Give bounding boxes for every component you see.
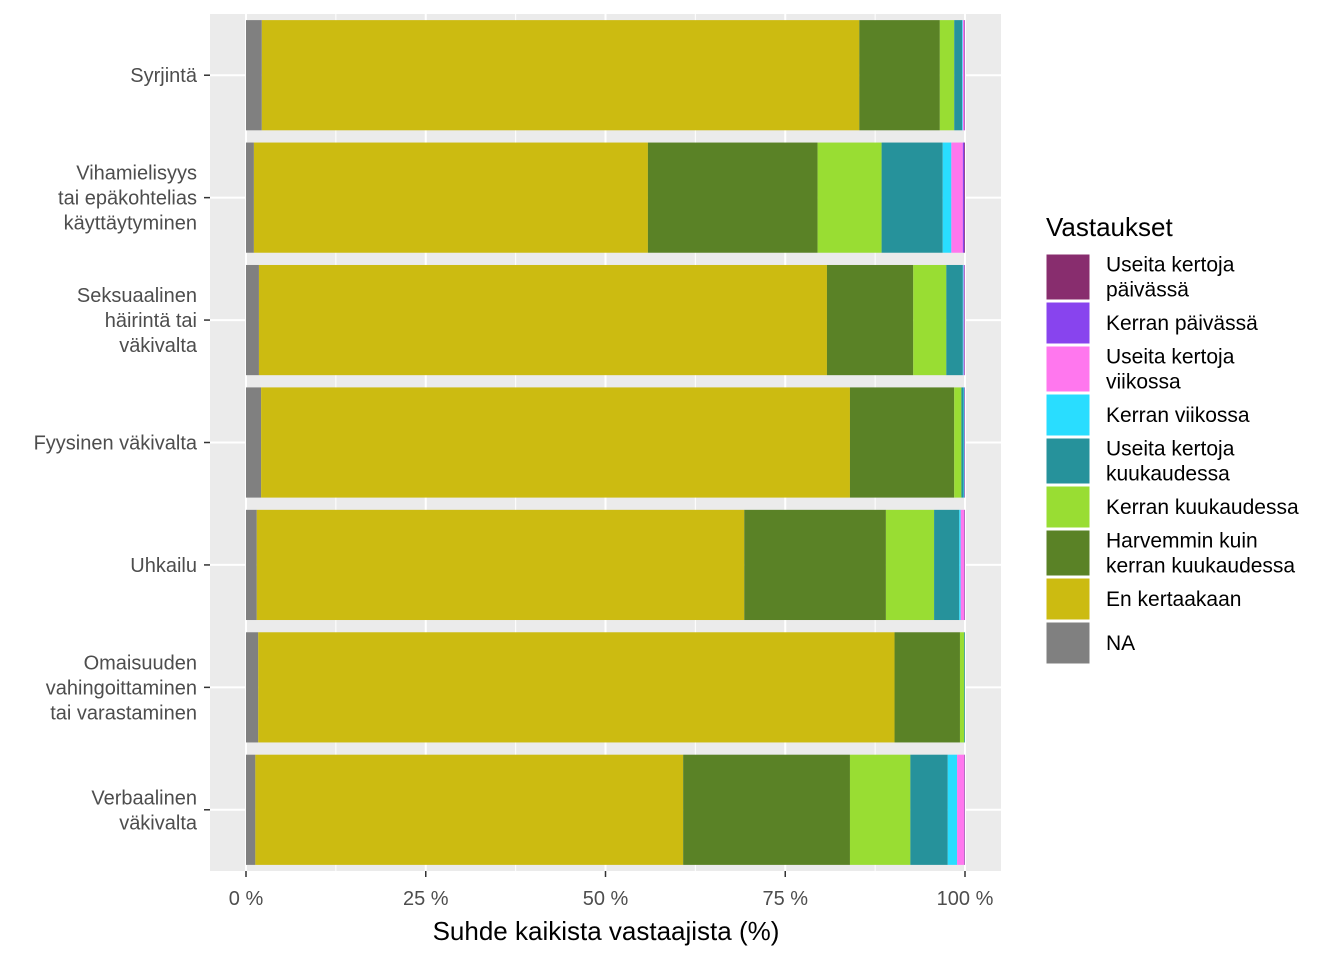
bar-segment bbox=[894, 632, 960, 743]
bar-segment bbox=[246, 264, 259, 376]
bar-segment bbox=[256, 509, 745, 621]
bar-segment bbox=[910, 754, 948, 865]
y-axis: Syrjintä Vihamielisyys tai epäkohtelias käy… bbox=[34, 65, 210, 834]
legend-label: Useita kertoja päivässä bbox=[1106, 254, 1235, 302]
bar-segment bbox=[647, 142, 818, 253]
bar-segment bbox=[859, 20, 940, 131]
x-tick-label: 75 % bbox=[762, 888, 808, 910]
bar-segment bbox=[954, 20, 963, 131]
bar-segment bbox=[255, 754, 684, 865]
bar-segment bbox=[744, 509, 886, 621]
bar-segment bbox=[261, 20, 860, 131]
bar-segment bbox=[885, 509, 935, 621]
legend-label: En kertaakaan bbox=[1106, 588, 1241, 611]
category-label: Fyysinen väkivalta bbox=[34, 433, 198, 455]
category-label: Vihamielisyys tai epäkohtelias käyttäytymi… bbox=[58, 163, 197, 235]
bar-segment bbox=[963, 387, 965, 498]
bar-segment bbox=[963, 264, 965, 376]
bar-segment bbox=[246, 20, 262, 131]
legend-label: Harvemmin kuin kerran kuukaudessa bbox=[1106, 530, 1295, 578]
bar-segment bbox=[881, 142, 943, 253]
bar-segment bbox=[939, 20, 955, 131]
category-label: Uhkailu bbox=[130, 555, 197, 577]
legend-swatch bbox=[1045, 301, 1091, 345]
bar-segment bbox=[960, 509, 965, 621]
category-label: Verbaalinen väkivalta bbox=[91, 787, 198, 834]
bar-segment bbox=[962, 20, 965, 131]
legend-swatch bbox=[1045, 485, 1091, 529]
bar-segment bbox=[934, 509, 960, 621]
bar-segment bbox=[246, 632, 259, 743]
bar-segment bbox=[962, 142, 965, 253]
bar-segment bbox=[957, 754, 965, 865]
bar-segment bbox=[947, 754, 958, 865]
legend-label: Useita kertoja kuukaudessa bbox=[1106, 438, 1235, 486]
legend-label: Kerran kuukaudessa bbox=[1106, 496, 1299, 519]
legend: Vastaukset Useita kertoja päivässä Kerran … bbox=[1045, 212, 1299, 665]
legend-title: Vastaukset bbox=[1046, 212, 1173, 242]
x-axis-title: Suhde kaikista vastaajista (%) bbox=[433, 916, 780, 946]
legend-swatch bbox=[1045, 393, 1091, 437]
category-label: Seksuaalinen häirintä tai väkivalta bbox=[77, 285, 198, 357]
legend-swatch bbox=[1045, 529, 1091, 577]
legend-label: NA bbox=[1106, 632, 1135, 655]
bar-segment bbox=[246, 387, 262, 498]
bar-segment bbox=[246, 142, 254, 253]
bar-segment bbox=[826, 264, 914, 376]
x-tick-label: 50 % bbox=[583, 888, 629, 910]
legend-label: Useita kertoja viikossa bbox=[1106, 346, 1235, 394]
category-label: Omaisuuden vahingoittaminen tai varastamin… bbox=[46, 652, 197, 724]
legend-label: Kerran viikossa bbox=[1106, 404, 1250, 427]
bar-segment bbox=[962, 264, 964, 376]
bar-segment bbox=[246, 754, 256, 865]
bar-segment bbox=[951, 142, 963, 253]
legend-swatch bbox=[1045, 577, 1091, 621]
legend-label: Kerran päivässä bbox=[1106, 312, 1258, 335]
bar-segment bbox=[253, 142, 648, 253]
bar-segment bbox=[258, 264, 827, 376]
bars-group bbox=[246, 20, 965, 865]
bar-segment bbox=[261, 387, 850, 498]
bar-segment bbox=[961, 387, 964, 498]
x-tick-label: 0 % bbox=[229, 888, 264, 910]
bar-segment bbox=[942, 142, 952, 253]
bar-segment bbox=[849, 387, 955, 498]
bar-segment bbox=[964, 142, 965, 253]
x-axis: 0 % 25 % 50 % 75 % 100 % bbox=[229, 871, 994, 910]
bar-segment bbox=[913, 264, 947, 376]
bar-segment bbox=[849, 754, 911, 865]
bar-segment bbox=[683, 754, 850, 865]
x-tick-label: 100 % bbox=[937, 888, 994, 910]
legend-swatch bbox=[1045, 621, 1091, 665]
bar-segment bbox=[258, 632, 895, 743]
bar-segment bbox=[817, 142, 882, 253]
bar-segment bbox=[946, 264, 963, 376]
bar-segment bbox=[954, 387, 962, 498]
legend-swatch bbox=[1045, 253, 1091, 301]
bar-segment bbox=[964, 632, 965, 743]
bar-segment bbox=[959, 509, 961, 621]
x-tick-label: 25 % bbox=[403, 888, 449, 910]
bar-segment bbox=[962, 20, 963, 131]
bar-segment bbox=[246, 509, 257, 621]
legend-swatch bbox=[1045, 345, 1091, 393]
category-label: Syrjintä bbox=[130, 65, 198, 87]
legend-swatch bbox=[1045, 437, 1091, 485]
bar-segment bbox=[959, 632, 965, 743]
